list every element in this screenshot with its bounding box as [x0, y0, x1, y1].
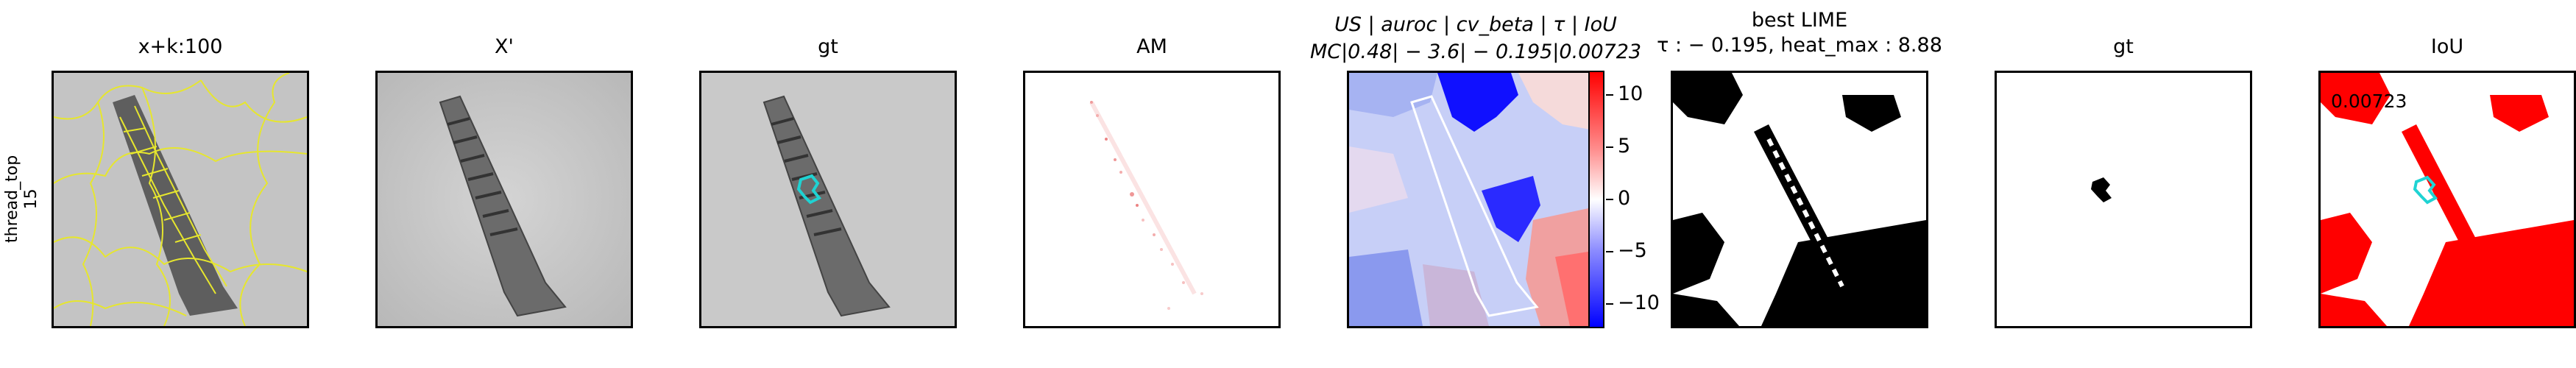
- colorbar-tick: [1606, 303, 1613, 305]
- panel-title-gt-1: gt: [818, 35, 838, 58]
- attention-map-image: [1023, 71, 1281, 328]
- screw-shape: [439, 95, 567, 317]
- xprime-image: [375, 71, 633, 328]
- panel-title-iou: IoU: [2430, 35, 2464, 58]
- colorbar-tick: [1606, 146, 1613, 148]
- colorbar-tick: [1606, 251, 1613, 252]
- colorbar-label: 0: [1618, 187, 1631, 210]
- panel-title-metrics-line1: US | auroc | cv_beta | τ | IoU: [1334, 13, 1617, 36]
- iou-image: 0.00723: [2318, 71, 2576, 328]
- colorbar-label: −10: [1618, 291, 1660, 314]
- row-label-line2: 15: [22, 188, 40, 210]
- gt-outline: [796, 174, 822, 205]
- attention-speckles: [1090, 101, 1203, 310]
- screw-overlay: [1410, 95, 1539, 317]
- lime-heatmap-image: [1347, 71, 1604, 328]
- panel-title-metrics-line2: MC|0.48| − 3.6| − 0.195|0.00723: [1309, 40, 1642, 63]
- screw-shape: [762, 95, 891, 317]
- row-label: thread_top 15: [3, 155, 41, 243]
- row-label-line1: thread_top: [3, 155, 21, 243]
- colorbar: [1588, 71, 1604, 328]
- colorbar-label: 10: [1618, 82, 1643, 105]
- colorbar-label: −5: [1618, 239, 1647, 262]
- panel-title-best-lime-line2: τ : − 0.195, heat_max : 8.88: [1657, 34, 1942, 57]
- iou-value: 0.00723: [2331, 91, 2407, 112]
- panel-title-input: x+k:100: [138, 35, 223, 58]
- input-superpixel-image: [52, 71, 309, 328]
- colorbar-tick: [1606, 94, 1613, 96]
- superpixel-boundaries: [54, 73, 307, 326]
- panel-title-gt-2: gt: [2113, 35, 2134, 58]
- panel-title-am: AM: [1136, 35, 1167, 58]
- panel-title-xprime: X': [495, 35, 514, 58]
- colorbar-label: 5: [1618, 135, 1631, 158]
- gt-mask-image: [1995, 71, 2252, 328]
- best-lime-mask-image: [1671, 71, 1928, 328]
- panel-title-best-lime-line1: best LIME: [1751, 9, 1848, 32]
- gt-overlay-image: [699, 71, 957, 328]
- colorbar-tick: [1606, 199, 1613, 200]
